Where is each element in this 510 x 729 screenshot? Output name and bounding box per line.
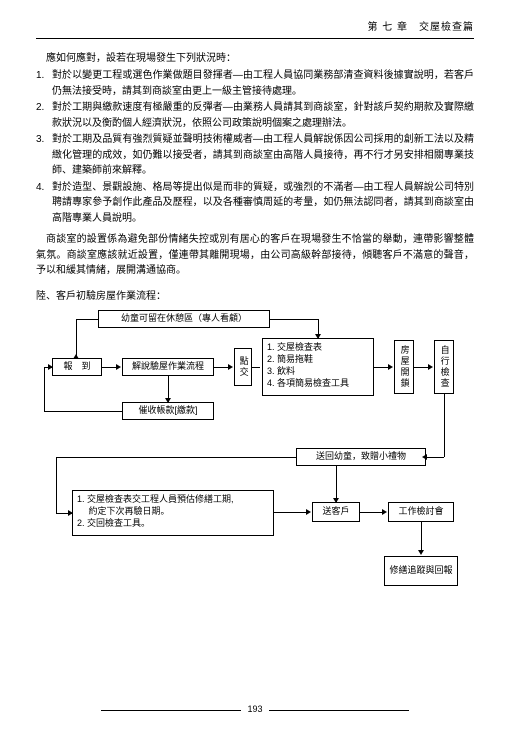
item-text: 對於工期與繳款速度有極嚴重的反彈者—由業務人員請其到商談室，針對該戶契約期款及實… [52,100,474,131]
closing-paragraph: 商談室的設置係為避免部份情緒失控或別有居心的客戶在現場發生不恰當的舉動，連帶影響… [36,232,474,279]
footer-rule-right [269,710,409,711]
intro-line: 應如何應對，設若在現場發生下列狀況時： [36,51,474,67]
page-footer: 193 [0,703,510,717]
item-number: 1. [36,68,52,99]
footer-rule-left [101,710,241,711]
numbered-list: 1. 對於以變更工程或選色作業做題目發揮者—由工程人員協同業務部清查資料後據實說… [36,68,474,226]
item-text: 對於造型、景觀設施、格局等提出似是而非的質疑，或強烈的不滿者—由工程人員解說公司… [52,180,474,227]
item-text: 對於工期及品質有強烈質疑並聲明技術權威者—由工程人員解說係因公司採用的創新工法以… [52,132,474,179]
node-post-steps: 1. 交屋檢查表交工程人員預估修繕工期, 約定下次再驗日期。 2. 交回檢查工具… [72,490,274,536]
list-item: 4. 對於造型、景觀設施、格局等提出似是而非的質疑，或強烈的不滿者—由工程人員解… [36,180,474,227]
item-number: 3. [36,132,52,179]
node-report: 報 到 [52,358,102,376]
page-number: 193 [247,703,262,717]
node-rest-area: 幼童可留在休憩區（專人看顧） [98,310,270,328]
list-item: 3. 對於工期及品質有強烈質疑並聲明技術權威者—由工程人員解說係因公司採用的創新… [36,132,474,179]
node-unlock: 房屋開鎖 [394,340,414,394]
node-followup: 修繕追蹤與回報 [384,556,458,586]
item-text: 對於以變更工程或選色作業做題目發揮者—由工程人員協同業務部清查資料後據實說明，若… [52,68,474,99]
node-explain: 解說驗屋作業流程 [122,358,214,376]
node-send-customer: 送客戶 [312,502,360,522]
node-self-check: 自行檢查 [434,340,454,394]
node-checklist: 1. 交屋檢查表 2. 簡易拖鞋 3. 飲料 4. 各項簡易檢查工具 [262,338,374,396]
list-item: 1. 對於以變更工程或選色作業做題目發揮者—由工程人員協同業務部清查資料後據實說… [36,68,474,99]
section-title: 陸、客戶初驗房屋作業流程： [36,289,474,305]
node-review-meeting: 工作檢討會 [388,502,454,522]
node-collect-payment: 催收帳款[繳款] [122,402,214,420]
item-number: 2. [36,100,52,131]
item-number: 4. [36,180,52,227]
chapter-header: 第 七 章 交屋檢查篇 [36,20,474,39]
list-item: 2. 對於工期與繳款速度有極嚴重的反彈者—由業務人員請其到商談室，針對該戶契約期… [36,100,474,131]
node-return-child: 送回幼童，致贈小禮物 [296,448,426,466]
node-handover: 點交 [234,348,252,386]
flowchart: 幼童可留在休憩區（專人看顧） 報 到 解說驗屋作業流程 點交 1. 交屋檢查表 … [36,310,474,600]
